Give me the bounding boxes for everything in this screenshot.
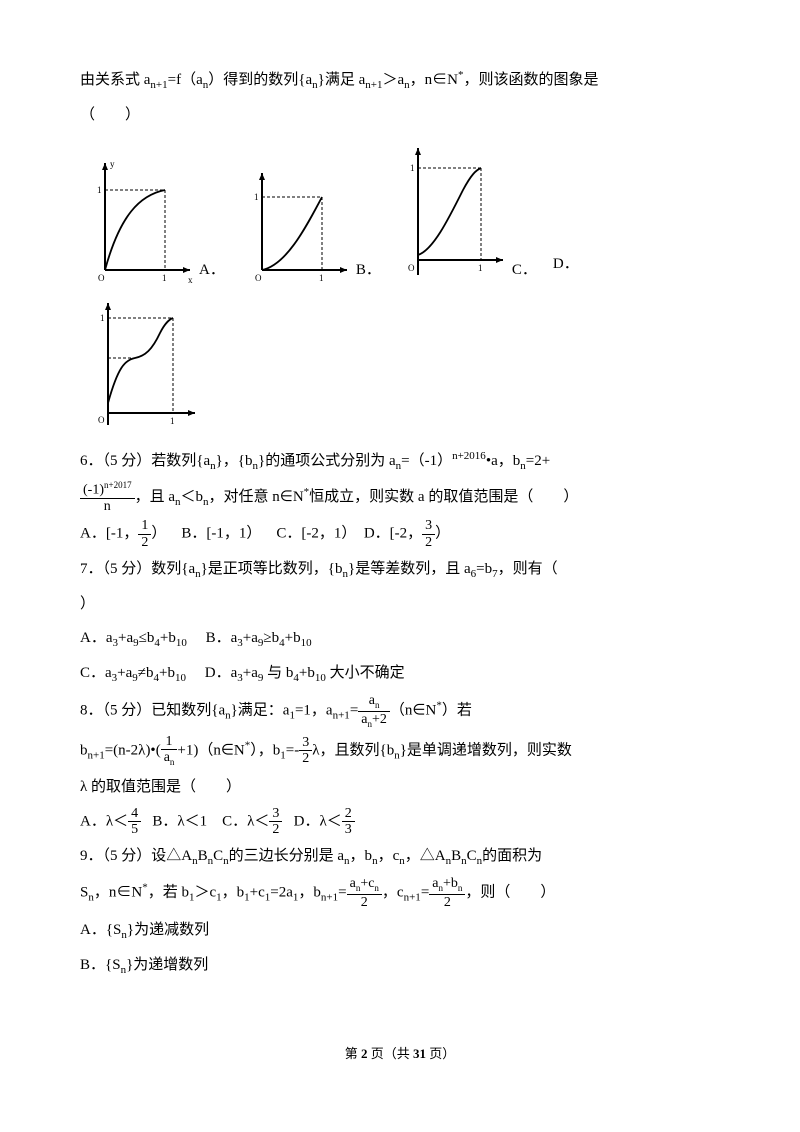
svg-text:O: O <box>98 415 105 425</box>
q7-options-2: C．a3+a9≠b4+b10 D．a3+a9 与 b4+b10 大小不确定 <box>80 658 720 689</box>
svg-text:1: 1 <box>478 263 483 273</box>
intro-line-2: （ ） <box>80 100 720 130</box>
svg-text:1: 1 <box>162 273 167 283</box>
q7-line-2: ） <box>80 589 720 619</box>
svg-text:1: 1 <box>319 273 324 283</box>
svg-text:O: O <box>408 263 415 273</box>
graph-a-icon: x y O 1 1 <box>80 155 195 285</box>
svg-text:1: 1 <box>170 416 175 426</box>
page-footer: 第 2 页（共 31 页） <box>80 1041 720 1067</box>
q7-line-1: 7．（5 分）数列{an}是正项等比数列，{bn}是等差数列，且 a6=b7，则… <box>80 554 720 585</box>
option-c-label: C． <box>512 255 537 285</box>
svg-text:1: 1 <box>254 192 259 202</box>
svg-text:x: x <box>188 275 193 285</box>
svg-text:O: O <box>98 273 105 283</box>
option-d-label: D． <box>553 249 579 279</box>
q9-option-a: A．{Sn}为递减数列 <box>80 915 720 946</box>
q9-line-1: 9．（5 分）设△AnBnCn的三边长分别是 an，bn，cn，△AnBnCn的… <box>80 841 720 872</box>
q6-line-2: (-1)n+2017n，且 an＜bn，对任意 n∈N*恒成立，则实数 a 的取… <box>80 481 720 514</box>
q7-options-1: A．a3+a9≤b4+b10 B．a3+a9≥b4+b10 <box>80 623 720 654</box>
q9-line-2: Sn，n∈N*，若 b1＞c1，b1+c1=2a1，bn+1=an+cn2，cn… <box>80 876 720 910</box>
graph-options-row-2: O 1 1 <box>80 295 720 435</box>
option-b-label: B． <box>356 255 381 285</box>
option-a-label: A． <box>199 255 225 285</box>
graph-b-icon: O 1 1 <box>237 165 352 285</box>
q8-line-1: 8．（5 分）已知数列{an}满足：a1=1，an+1=anan+2（n∈N*）… <box>80 693 720 729</box>
svg-text:1: 1 <box>410 163 415 173</box>
svg-text:y: y <box>110 159 115 169</box>
q8-line-3: λ 的取值范围是（ ） <box>80 772 720 802</box>
graph-options-row-1: x y O 1 1 A． O 1 1 B． <box>80 140 720 285</box>
q8-line-2: bn+1=(n-2λ)•(1an+1)（n∈N*），b1=-32λ，且数列{bn… <box>80 734 720 768</box>
q9-option-b: B．{Sn}为递增数列 <box>80 950 720 981</box>
svg-text:1: 1 <box>100 313 105 323</box>
q8-options: A．λ＜45 B．λ＜1 C．λ＜32 D．λ＜23 <box>80 806 720 838</box>
svg-text:O: O <box>255 273 262 283</box>
q6-line-1: 6．（5 分）若数列{an}，{bn}的通项公式分别为 an=（-1）n+201… <box>80 445 720 477</box>
graph-d-icon: O 1 1 <box>80 295 200 435</box>
q6-options: A．[-1，12） B．[-1，1） C．[-2，1） D．[-2，32） <box>80 518 720 550</box>
graph-c-icon: O 1 1 <box>393 140 508 285</box>
svg-text:1: 1 <box>97 185 102 195</box>
intro-line-1: 由关系式 an+1=f（an）得到的数列{an}满足 an+1＞an，n∈N*，… <box>80 64 720 96</box>
